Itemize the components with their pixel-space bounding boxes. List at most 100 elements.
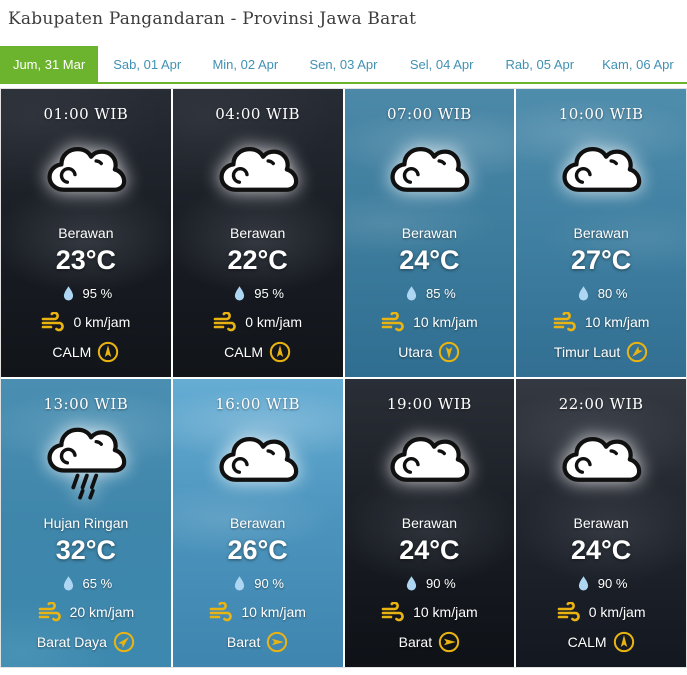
forecast-card: 16:00 WIB Berawan 26°C — [172, 379, 343, 667]
tab-day-0[interactable]: Jum, 31 Mar — [0, 46, 99, 82]
tab-day-2[interactable]: Min, 02 Apr — [212, 56, 279, 72]
wind-direction-label: Barat Daya — [36, 634, 107, 650]
cloud-icon — [173, 423, 343, 501]
time-label: 01:00 WIB — [43, 105, 129, 123]
condition-label: Berawan — [229, 515, 286, 531]
wind-icon — [209, 602, 235, 622]
day-tabbar: Jum, 31 Mar Sab, 01 Apr Min, 02 Apr Sen,… — [0, 46, 687, 84]
wind-direction-row: Timur Laut — [516, 341, 686, 363]
humidity-row: 95 % — [1, 283, 171, 303]
forecast-card: 07:00 WIB Berawan 24°C — [344, 89, 515, 377]
wind-direction-label: CALM — [567, 634, 607, 650]
wind-icon — [38, 602, 64, 622]
wind-direction-row: Utara — [345, 341, 515, 363]
forecast-card: 04:00 WIB Berawan 22°C — [172, 89, 343, 377]
wind-direction-label: CALM — [224, 344, 264, 360]
wind-speed-value: 0 km/jam — [73, 314, 131, 330]
wind-row: 10 km/jam — [345, 312, 515, 332]
temperature-value: 24°C — [399, 245, 460, 275]
temperature-value: 22°C — [227, 245, 288, 275]
forecast-card: 01:00 WIB Berawan 23°C — [1, 89, 171, 377]
humidity-row: 80 % — [516, 283, 686, 303]
compass-arrow-icon — [626, 341, 648, 363]
cloud-icon — [345, 133, 515, 211]
forecast-card: 10:00 WIB Berawan 27°C — [516, 89, 686, 377]
wind-row: 0 km/jam — [1, 312, 171, 332]
wind-icon — [381, 312, 407, 332]
wind-direction-row: Barat — [345, 631, 515, 653]
wind-speed-value: 0 km/jam — [588, 604, 646, 620]
compass-arrow-icon — [438, 341, 460, 363]
wind-direction-row: CALM — [173, 341, 343, 363]
compass-arrow-icon — [266, 631, 288, 653]
compass-arrow-icon — [113, 631, 135, 653]
time-label: 04:00 WIB — [215, 105, 301, 123]
tab-day-4[interactable]: Sel, 04 Apr — [409, 56, 474, 72]
wind-direction-row: CALM — [1, 341, 171, 363]
forecast-grid: 01:00 WIB Berawan 23°C — [0, 88, 687, 668]
humidity-value: 90 % — [426, 575, 456, 591]
condition-label: Berawan — [401, 515, 457, 531]
temperature-value: 32°C — [55, 535, 117, 565]
compass-arrow-icon — [269, 341, 291, 363]
humidity-row: 90 % — [516, 573, 686, 593]
condition-label: Berawan — [229, 225, 286, 241]
water-drop-icon — [403, 573, 420, 593]
wind-speed-value: 10 km/jam — [413, 314, 478, 330]
humidity-row: 65 % — [1, 573, 171, 593]
humidity-value: 90 % — [597, 575, 628, 591]
wind-direction-label: Timur Laut — [553, 344, 621, 360]
tab-day-1[interactable]: Sab, 01 Apr — [113, 56, 182, 72]
humidity-value: 80 % — [597, 285, 628, 301]
tab-day-3[interactable]: Sen, 03 Apr — [309, 56, 378, 72]
wind-direction-row: CALM — [516, 631, 686, 653]
time-label: 19:00 WIB — [386, 395, 472, 413]
tab-day-6[interactable]: Kam, 06 Apr — [602, 56, 674, 72]
wind-row: 10 km/jam — [173, 602, 343, 622]
rain-cloud-icon — [1, 423, 171, 501]
cloud-icon — [345, 423, 515, 501]
humidity-value: 65 % — [82, 575, 113, 591]
temperature-value: 27°C — [570, 245, 632, 275]
humidity-value: 85 % — [426, 285, 456, 301]
wind-speed-value: 20 km/jam — [69, 604, 135, 620]
tab-day-5[interactable]: Rab, 05 Apr — [505, 56, 575, 72]
wind-row: 10 km/jam — [516, 312, 686, 332]
time-label: 13:00 WIB — [43, 395, 129, 413]
wind-direction-label: Barat — [226, 634, 261, 650]
wind-direction-label: Utara — [398, 344, 433, 360]
time-label: 22:00 WIB — [558, 395, 644, 413]
wind-row: 0 km/jam — [173, 312, 343, 332]
forecast-card: 13:00 WIB Hujan Ringan 32°C — [1, 379, 171, 667]
water-drop-icon — [575, 573, 592, 593]
time-label: 10:00 WIB — [558, 105, 644, 123]
cloud-icon — [516, 133, 686, 211]
forecast-card: 22:00 WIB Berawan 24°C — [516, 379, 686, 667]
wind-speed-value: 10 km/jam — [413, 604, 478, 620]
cloud-icon — [516, 423, 686, 501]
humidity-row: 85 % — [345, 283, 515, 303]
water-drop-icon — [231, 573, 248, 593]
wind-direction-row: Barat — [173, 631, 343, 653]
wind-icon — [213, 312, 239, 332]
condition-label: Hujan Ringan — [43, 515, 129, 531]
temperature-value: 24°C — [399, 535, 460, 565]
condition-label: Berawan — [573, 515, 629, 531]
time-label: 07:00 WIB — [386, 105, 472, 123]
cloud-icon — [173, 133, 343, 211]
water-drop-icon — [575, 283, 592, 303]
compass-arrow-icon — [438, 631, 460, 653]
time-label: 16:00 WIB — [215, 395, 301, 413]
water-drop-icon — [60, 573, 77, 593]
wind-row: 10 km/jam — [345, 602, 515, 622]
humidity-value: 95 % — [254, 285, 284, 301]
condition-label: Berawan — [58, 225, 114, 241]
compass-arrow-icon — [613, 631, 635, 653]
water-drop-icon — [60, 283, 77, 303]
wind-icon — [381, 602, 407, 622]
wind-direction-label: CALM — [52, 344, 92, 360]
water-drop-icon — [231, 283, 248, 303]
wind-direction-label: Barat — [398, 634, 433, 650]
condition-label: Berawan — [573, 225, 629, 241]
condition-label: Berawan — [401, 225, 457, 241]
